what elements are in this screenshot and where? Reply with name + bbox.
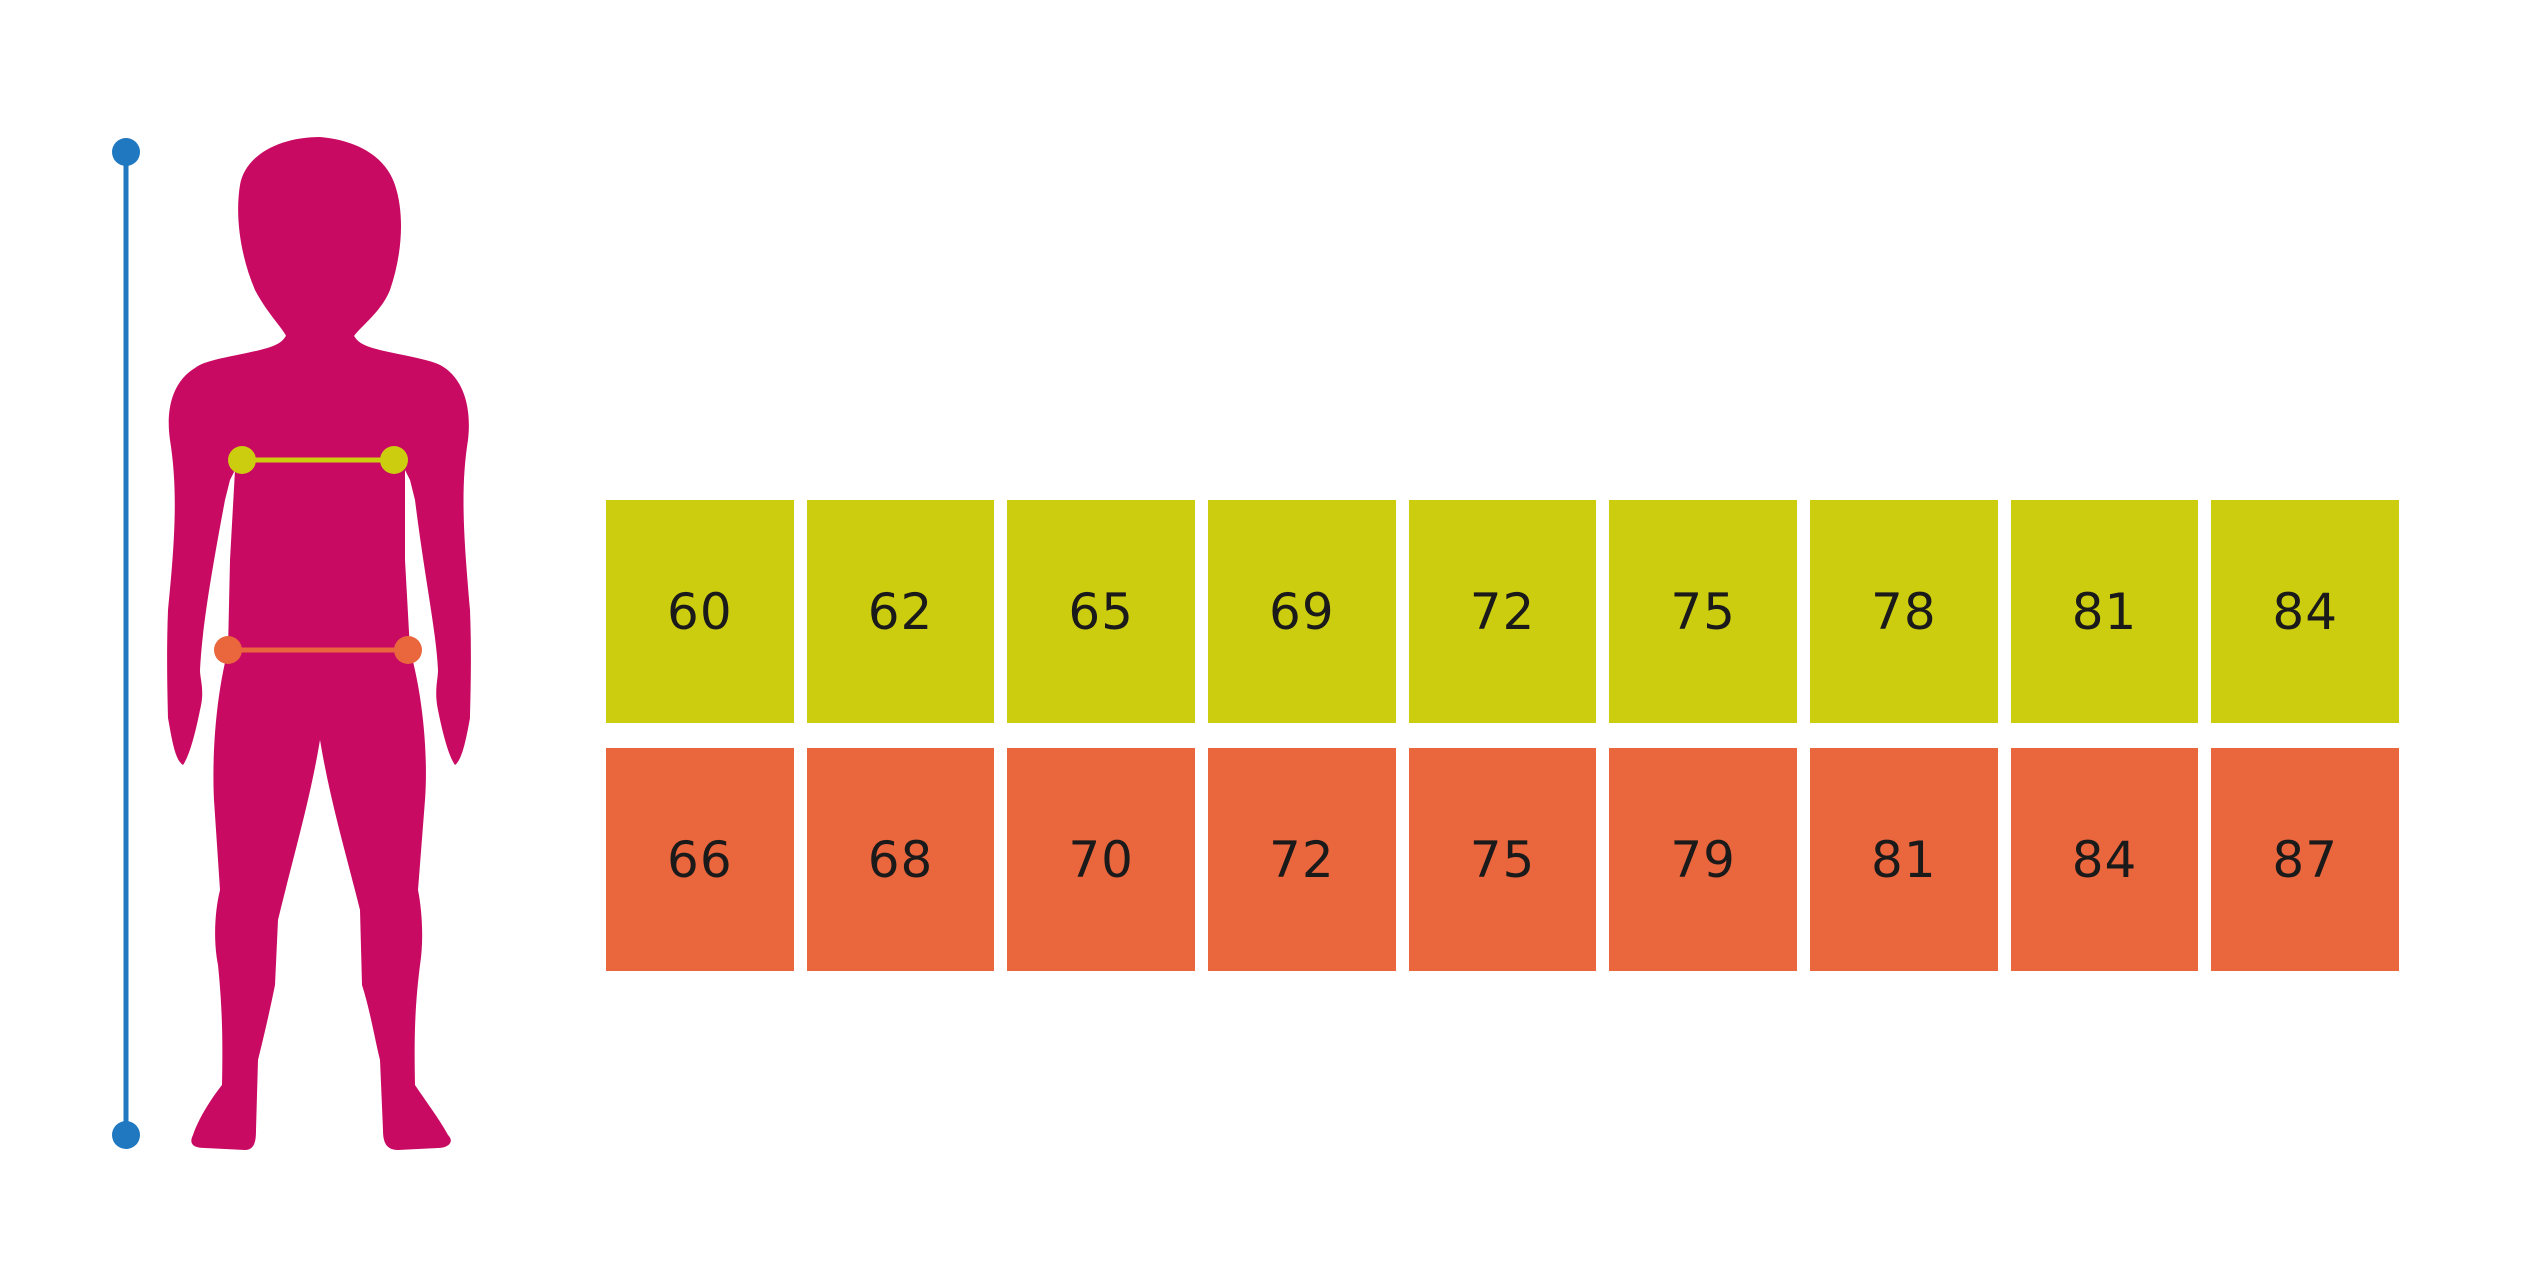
- chest-size-cell: 65: [1007, 500, 1196, 723]
- waist-size-cell: 72: [1208, 748, 1396, 971]
- chest-size-cell: 62: [806, 500, 995, 723]
- chest-size-cell: 75: [1609, 500, 1798, 723]
- chest-size-cell: 60: [606, 500, 794, 723]
- waist-size-cell: 79: [1609, 748, 1798, 971]
- chest-measure-line: [228, 446, 408, 474]
- waist-size-cell: 75: [1408, 748, 1597, 971]
- body-silhouette: [167, 137, 471, 1150]
- waist-size-cell: 70: [1007, 748, 1196, 971]
- child-silhouette-illustration: [112, 137, 471, 1150]
- waist-size-cell: 66: [606, 748, 794, 971]
- height-top-marker: [112, 138, 140, 166]
- height-measure-line: [112, 138, 140, 1149]
- chest-size-cell: 69: [1208, 500, 1396, 723]
- waist-size-cell: 87: [2211, 748, 2400, 971]
- chest-size-cell: 72: [1408, 500, 1597, 723]
- chest-size-row: 60 62 65 69 72 75 78 81 84: [606, 500, 2400, 723]
- chest-size-cell: 81: [2010, 500, 2199, 723]
- height-bottom-marker: [112, 1121, 140, 1149]
- chest-size-cell: 78: [1810, 500, 1998, 723]
- waist-size-row: 66 68 70 72 75 79 81 84 87: [606, 748, 2400, 971]
- waist-size-cell: 81: [1810, 748, 1998, 971]
- size-grid: 60 62 65 69 72 75 78 81 84 66 68 70 72 7…: [606, 500, 2400, 971]
- waist-measure-line: [214, 636, 422, 664]
- chest-size-cell: 84: [2211, 500, 2400, 723]
- waist-size-cell: 84: [2010, 748, 2199, 971]
- waist-size-cell: 68: [806, 748, 995, 971]
